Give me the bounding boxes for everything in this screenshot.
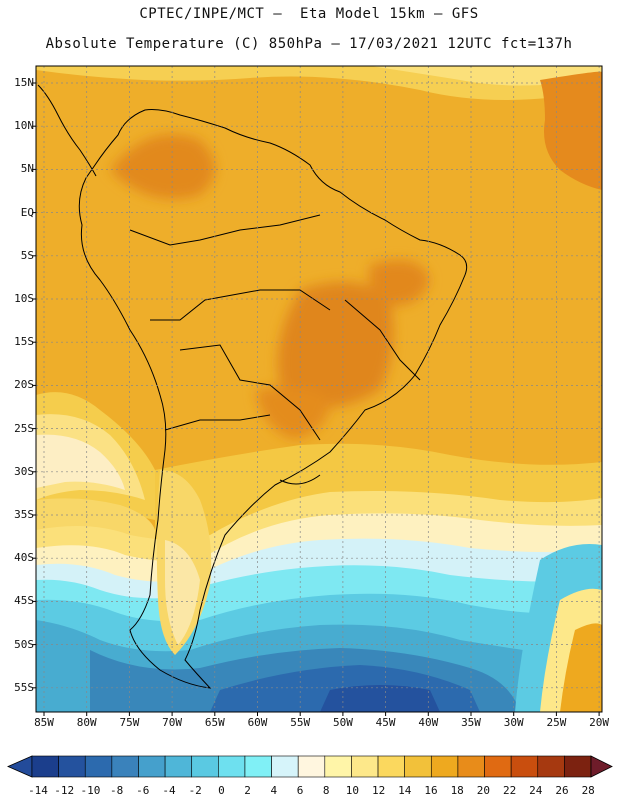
colorbar-tick-label: 2 — [244, 784, 251, 797]
title-line-1: CPTEC/INPE/MCT – Eta Model 15km – GFS — [139, 6, 479, 22]
colorbar-tick-label: -4 — [162, 784, 176, 797]
lon-label: 55W — [290, 716, 311, 729]
colorbar-tick-label: -14 — [28, 784, 48, 797]
lat-lon-grid — [36, 66, 602, 712]
colorbar-swatch — [430, 755, 459, 778]
lon-label: 40W — [418, 716, 439, 729]
colorbar-tick-label: 24 — [529, 784, 543, 797]
colorbar-swatch — [324, 755, 352, 778]
colorbar-swatch — [457, 755, 485, 778]
map-frame — [35, 65, 603, 713]
colorbar-tick-label: 14 — [398, 784, 412, 797]
colorbar-tick-label: 4 — [270, 784, 278, 797]
colorbar-swatch — [58, 755, 86, 778]
lon-label: 50W — [332, 716, 353, 729]
colorbar-swatch — [218, 755, 246, 778]
colorbar-tick-label: -12 — [54, 784, 75, 797]
lon-label: 30W — [503, 716, 524, 729]
colorbar-tick-label: 10 — [345, 784, 360, 797]
colorbar-swatch — [510, 755, 539, 778]
lat-label: 55S — [14, 680, 34, 694]
colorbar-tick-label: -2 — [188, 784, 202, 797]
colorbar-tick-label: 8 — [322, 784, 330, 797]
colorbar-tick-label: -6 — [136, 784, 150, 797]
lat-label: 15N — [14, 76, 34, 89]
temperature-field — [36, 66, 602, 712]
colorbar-under-triangle — [7, 755, 33, 778]
colorbar-tick-label: 12 — [371, 784, 386, 797]
colorbar-tick-label: 16 — [424, 784, 438, 797]
lon-label: 60W — [247, 716, 268, 729]
colorbar-swatch — [377, 755, 405, 778]
lat-label: 50S — [14, 637, 34, 651]
colorbar-tick-label: 22 — [502, 784, 517, 797]
lat-label: 10S — [14, 292, 34, 305]
colorbar-swatch — [564, 755, 592, 778]
colorbar-tick-label: -8 — [109, 784, 124, 797]
lon-label: 75W — [119, 716, 140, 729]
colorbar-swatch — [31, 755, 59, 778]
lat-label: 45S — [14, 594, 34, 608]
lat-label: 20S — [14, 378, 34, 392]
lat-label: 10N — [14, 119, 34, 133]
lon-label: 45W — [375, 716, 396, 729]
colorbar-swatch — [271, 755, 299, 778]
lon-label: 35W — [461, 716, 481, 729]
colorbar-swatch — [111, 755, 139, 778]
colorbar-tick-label: 28 — [581, 784, 595, 797]
colorbar-over-triangle — [590, 755, 613, 778]
colorbar-swatch — [164, 755, 193, 778]
colorbar-tick-label: 26 — [555, 784, 569, 797]
title-line-2: Absolute Temperature (C) 850hPa – 17/03/… — [45, 36, 573, 52]
colorbar-tick-label: -10 — [80, 784, 101, 797]
lon-label: 25W — [546, 716, 567, 729]
lat-label: 5N — [20, 162, 34, 176]
lat-label: EQ — [20, 205, 34, 219]
lat-label: 25S — [14, 421, 34, 435]
lon-label: 65W — [204, 716, 225, 729]
lat-label: 15S — [14, 335, 34, 349]
colorbar-swatch — [84, 755, 113, 778]
colorbar-swatch — [191, 755, 219, 778]
colorbar-tick-label: 18 — [450, 784, 464, 797]
colorbar-swatch — [244, 755, 272, 778]
colorbar-tick-label: 20 — [476, 784, 491, 797]
colorbar — [7, 755, 613, 778]
lon-label: 70W — [162, 716, 183, 729]
colorbar-swatch — [138, 755, 166, 778]
colorbar-swatch — [484, 755, 512, 778]
colorbar-tick-label: 0 — [218, 784, 225, 797]
lat-label: 40S — [14, 551, 34, 565]
colorbar-swatch — [351, 755, 379, 778]
lat-label: 35S — [14, 508, 34, 521]
axis-ticks — [32, 82, 600, 716]
colorbar-swatch — [297, 755, 326, 778]
lon-label: 20W — [589, 716, 610, 729]
lat-label: 5S — [20, 248, 34, 262]
colorbar-swatch — [404, 755, 432, 778]
lon-label: 85W — [34, 716, 54, 729]
colorbar-swatch — [537, 755, 565, 778]
colorbar-tick-label: 6 — [296, 784, 304, 797]
lon-label: 80W — [76, 716, 97, 729]
lat-label: 30S — [14, 464, 34, 478]
